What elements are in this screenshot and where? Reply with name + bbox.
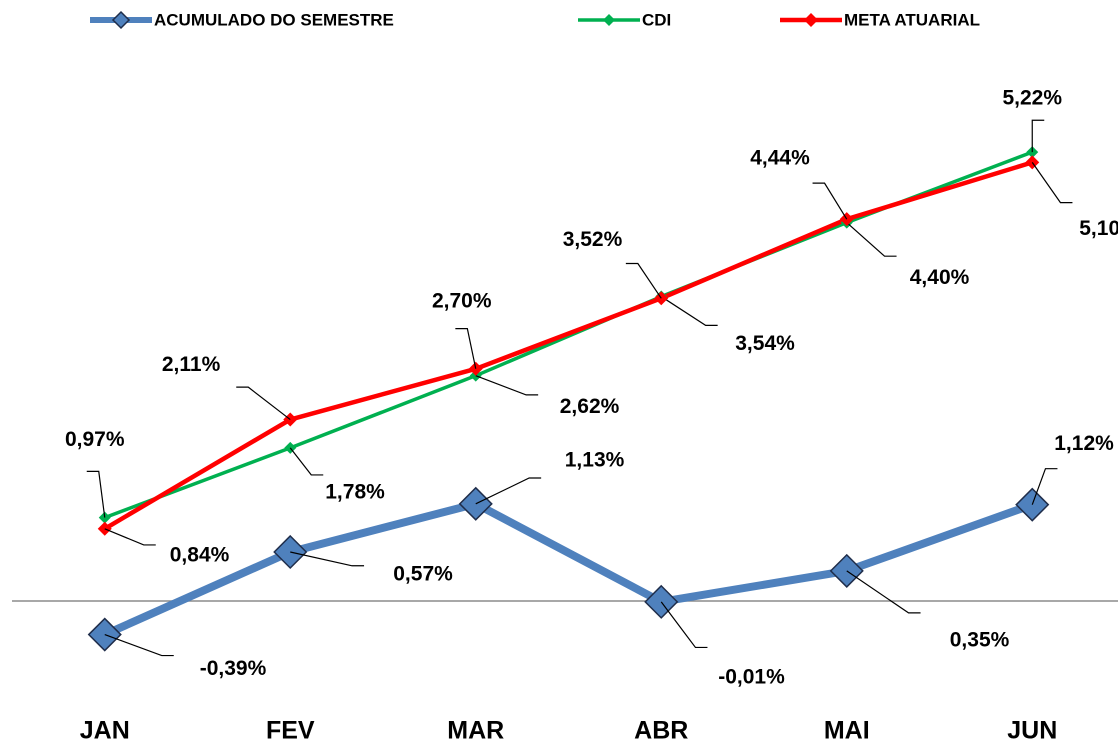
data-label: 3,52%: [563, 228, 623, 251]
series-line: [103, 499, 1034, 639]
legend-label: ACUMULADO DO SEMESTRE: [154, 10, 394, 29]
leader-line: [660, 296, 718, 326]
data-label: -0,01%: [718, 665, 785, 688]
leader-line: [846, 570, 921, 614]
x-tick-label: JAN: [80, 717, 130, 745]
legend-marker: [804, 13, 818, 27]
leader-line: [1031, 162, 1073, 204]
x-tick-label: JUN: [1007, 717, 1057, 745]
leader-line: [290, 551, 365, 567]
x-tick-label: ABR: [634, 717, 688, 745]
legend-label: CDI: [642, 10, 671, 29]
leader-line: [475, 477, 542, 505]
data-label: 2,62%: [560, 395, 620, 418]
data-label: 1,78%: [325, 480, 385, 503]
x-tick-label: MAI: [824, 717, 870, 745]
leader-line: [812, 182, 848, 220]
data-label: 2,70%: [432, 289, 492, 312]
data-label: 5,22%: [1002, 87, 1062, 110]
data-label: -0,39%: [200, 657, 267, 680]
leader-line: [455, 328, 477, 369]
leader-line: [1031, 119, 1045, 153]
leader-line: [104, 633, 174, 657]
data-label: 0,84%: [170, 543, 230, 566]
leader-line: [625, 262, 662, 299]
data-label: 1,13%: [565, 448, 625, 471]
leader-line: [104, 528, 156, 546]
data-label: 5,10%: [1079, 217, 1118, 240]
series-line: [103, 160, 1033, 531]
leader-line: [86, 470, 106, 518]
data-label: 4,40%: [910, 266, 970, 289]
leader-line: [236, 386, 291, 421]
legend-label: META ATUARIAL: [844, 10, 980, 29]
legend-marker: [111, 10, 131, 30]
legend-marker: [603, 14, 615, 26]
data-label: 0,57%: [393, 563, 453, 586]
leader-line: [846, 222, 897, 257]
data-label: 3,54%: [735, 332, 795, 355]
leader-line: [475, 375, 539, 396]
data-label: 0,35%: [950, 628, 1010, 651]
leader-line: [289, 447, 324, 476]
data-label: 1,12%: [1054, 432, 1114, 455]
leader-line: [1031, 468, 1058, 505]
data-label: 0,97%: [65, 428, 125, 451]
x-tick-label: MAR: [447, 717, 504, 745]
x-tick-label: FEV: [266, 717, 315, 745]
data-label: 2,11%: [162, 353, 221, 376]
leader-line: [660, 601, 708, 649]
data-label: 4,44%: [750, 147, 810, 170]
